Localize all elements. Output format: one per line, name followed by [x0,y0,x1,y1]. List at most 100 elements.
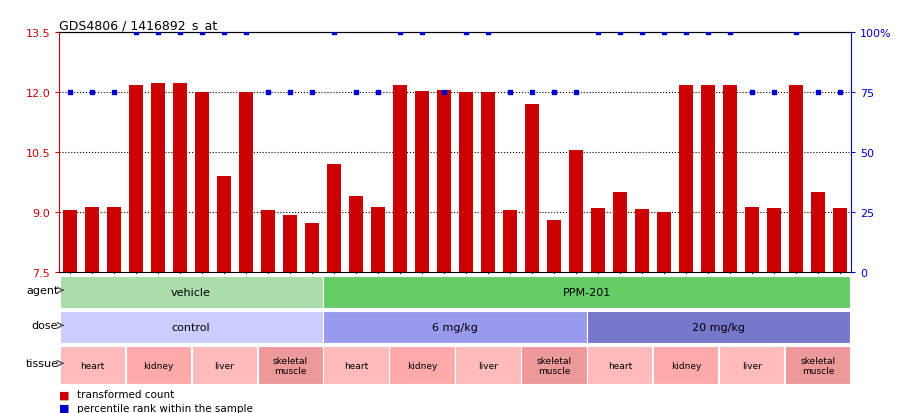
Bar [129,86,143,273]
Text: kidney: kidney [407,361,437,370]
Point [701,30,715,36]
Text: dose: dose [32,320,58,330]
Point [634,30,649,36]
Text: PPM-201: PPM-201 [562,287,612,297]
Point [789,30,804,36]
Bar [107,208,121,273]
Text: kidney: kidney [671,361,701,370]
Point [195,30,209,36]
Text: transformed count: transformed count [77,389,175,399]
Text: ■: ■ [59,389,70,399]
Point [415,30,430,36]
Point [480,30,495,36]
Bar [723,86,737,273]
Point [151,30,166,36]
Point [612,30,627,36]
Bar [701,86,715,273]
Point [283,90,298,96]
Text: tissue: tissue [25,358,58,368]
Text: ■: ■ [59,403,70,413]
Bar [653,347,719,385]
Point [437,90,451,96]
Bar [569,151,583,273]
Point [811,90,825,96]
Point [217,30,231,36]
Bar [587,311,851,344]
Text: liver: liver [214,361,234,370]
Bar [789,86,803,273]
Bar [389,347,455,385]
Text: percentile rank within the sample: percentile rank within the sample [77,403,253,413]
Bar [437,90,451,273]
Bar [371,208,385,273]
Text: control: control [172,322,210,332]
Bar [323,347,389,385]
Text: vehicle: vehicle [171,287,211,297]
Bar [455,347,521,385]
Point [370,90,385,96]
Point [305,90,319,96]
Bar [261,210,275,273]
Bar [587,347,652,385]
Bar [811,193,825,273]
Bar [521,347,587,385]
Point [393,30,408,36]
Bar [59,276,323,309]
Text: heart: heart [344,361,369,370]
Text: 20 mg/kg: 20 mg/kg [693,322,745,332]
Text: heart: heart [608,361,632,370]
Bar [635,209,649,273]
Bar [283,216,298,273]
Bar [63,210,77,273]
Point [327,30,341,36]
Bar [393,86,407,273]
Bar [719,347,784,385]
Bar [323,311,587,344]
Bar [785,347,851,385]
Text: agent: agent [26,285,58,295]
Point [547,90,561,96]
Point [744,90,759,96]
Point [129,30,144,36]
Bar [59,347,125,385]
Bar [525,105,539,273]
Point [85,90,99,96]
Text: liver: liver [478,361,498,370]
Text: GDS4806 / 1416892_s_at: GDS4806 / 1416892_s_at [59,19,217,32]
Bar [349,197,363,273]
Bar [151,84,166,273]
Bar [59,311,323,344]
Point [349,90,363,96]
Bar [191,347,257,385]
Point [106,90,121,96]
Bar [767,209,781,273]
Bar [612,193,627,273]
Bar [480,93,495,273]
Bar [591,209,605,273]
Point [238,30,253,36]
Text: kidney: kidney [143,361,173,370]
Bar [305,223,319,273]
Bar [327,165,341,273]
Text: liver: liver [742,361,762,370]
Text: skeletal
muscle: skeletal muscle [536,356,571,375]
Bar [547,221,561,273]
Bar [657,213,671,273]
Bar [833,209,847,273]
Point [591,30,605,36]
Bar [503,210,517,273]
Bar [415,92,430,273]
Text: skeletal
muscle: skeletal muscle [800,356,835,375]
Bar [679,86,693,273]
Bar [195,93,209,273]
Point [657,30,672,36]
Point [525,90,540,96]
Point [63,90,77,96]
Bar [239,93,253,273]
Bar [217,177,231,273]
Point [569,90,583,96]
Point [173,30,187,36]
Bar [459,93,473,273]
Point [679,30,693,36]
Point [459,30,473,36]
